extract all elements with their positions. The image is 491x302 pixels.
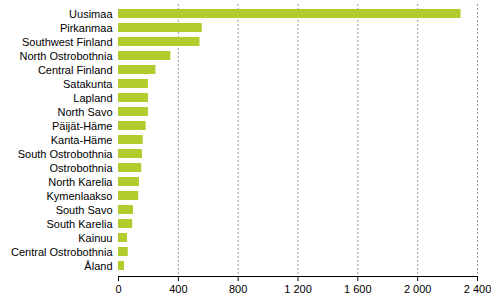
svg-text:Ostrobothnia: Ostrobothnia: [50, 162, 114, 174]
svg-text:2 400: 2 400: [464, 283, 491, 295]
svg-text:Kainuu: Kainuu: [78, 232, 112, 244]
svg-text:Kanta-Häme: Kanta-Häme: [51, 134, 113, 146]
svg-text:Southwest Finland: Southwest Finland: [22, 36, 113, 48]
svg-text:Central Finland: Central Finland: [38, 64, 113, 76]
svg-text:Pirkanmaa: Pirkanmaa: [60, 22, 113, 34]
svg-text:South Karelia: South Karelia: [46, 218, 113, 230]
svg-text:400: 400: [169, 283, 187, 295]
svg-text:South Savo: South Savo: [56, 204, 113, 216]
svg-text:800: 800: [229, 283, 247, 295]
svg-text:Central Ostrobothnia: Central Ostrobothnia: [11, 246, 113, 258]
svg-text:Åland: Åland: [84, 260, 112, 272]
svg-text:North Ostrobothnia: North Ostrobothnia: [20, 50, 114, 62]
svg-text:North Karelia: North Karelia: [48, 176, 113, 188]
svg-text:1 600: 1 600: [344, 283, 372, 295]
svg-text:2 000: 2 000: [404, 283, 432, 295]
svg-text:Satakunta: Satakunta: [63, 78, 113, 90]
svg-text:South Ostrobothnia: South Ostrobothnia: [18, 148, 114, 160]
svg-text:Kymenlaakso: Kymenlaakso: [46, 190, 112, 202]
svg-text:0: 0: [115, 283, 121, 295]
svg-text:Uusimaa: Uusimaa: [69, 8, 113, 20]
svg-text:Lapland: Lapland: [73, 92, 112, 104]
svg-text:1 200: 1 200: [284, 283, 312, 295]
svg-text:North Savo: North Savo: [57, 106, 112, 118]
svg-text:Päijät-Häme: Päijät-Häme: [52, 120, 113, 132]
